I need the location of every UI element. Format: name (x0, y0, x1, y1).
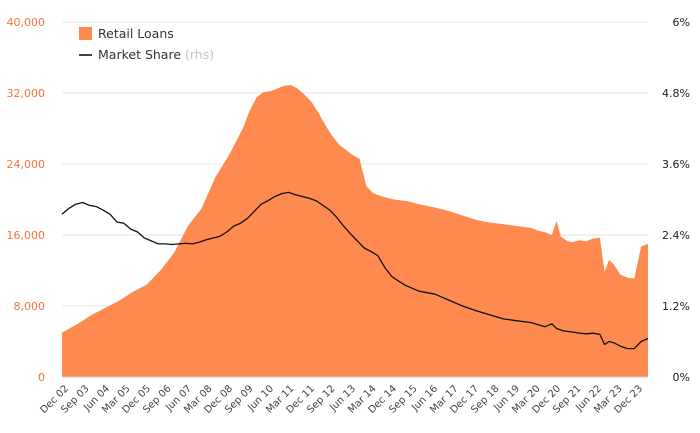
y-left-tick-label: 32,000 (7, 87, 46, 100)
series-area-retail-loans (62, 85, 648, 377)
y-left-tick-label: 8,000 (14, 300, 46, 313)
y-left-tick-label: 0 (38, 371, 45, 384)
y-right-tick-label: 2.4% (662, 229, 690, 242)
legend-line-name: Market Share (98, 47, 181, 62)
y-left-tick-label: 24,000 (7, 158, 46, 171)
y-right-tick-label: 3.6% (662, 158, 690, 171)
legend-area-swatch (79, 27, 92, 40)
legend-line-label: Market Share (rhs) (98, 47, 214, 62)
legend-area-label: Retail Loans (98, 26, 174, 41)
y-right-tick-label: 1.2% (662, 300, 690, 313)
y-left-tick-label: 40,000 (7, 16, 46, 29)
legend: Retail Loans Market Share (rhs) (79, 26, 214, 62)
y-right-tick-label: 6% (673, 16, 690, 29)
y-left-tick-label: 16,000 (7, 229, 46, 242)
y-right-tick-label: 4.8% (662, 87, 690, 100)
y-right-tick-label: 0% (673, 371, 690, 384)
legend-line-note: (rhs) (185, 47, 214, 62)
line-layer (61, 191, 649, 350)
series-line-market-share (61, 191, 649, 350)
area-layer (62, 85, 648, 377)
